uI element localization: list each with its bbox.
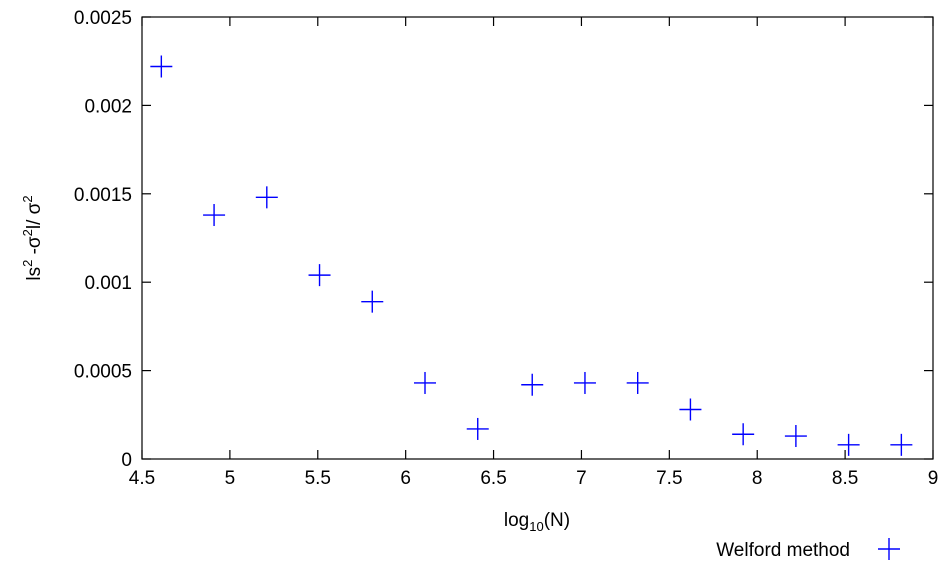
y-axis-ticks: 0 0.0005 0.001 0.0015 0.002 0.0025 xyxy=(74,8,933,471)
data-point-marker xyxy=(521,373,544,396)
x-tick-label: 7 xyxy=(576,468,587,489)
y-tick-label: 0 xyxy=(121,450,132,471)
x-tick-label: 4.5 xyxy=(129,468,155,489)
x-tick-label: 7.5 xyxy=(656,468,682,489)
legend: Welford method xyxy=(716,538,900,561)
data-point-marker xyxy=(466,417,489,440)
x-tick-label: 5.5 xyxy=(305,468,331,489)
y-tick-label: 0.002 xyxy=(84,96,132,117)
data-point-marker xyxy=(626,371,649,394)
plot-frame xyxy=(141,16,934,460)
x-tick-label: 6 xyxy=(400,468,411,489)
data-point-marker xyxy=(784,425,807,448)
x-tick-label: 6.5 xyxy=(480,468,506,489)
data-point-marker xyxy=(837,433,860,456)
data-point-marker xyxy=(361,290,384,313)
data-point-marker xyxy=(308,264,331,287)
data-point-marker xyxy=(573,371,596,394)
data-point-marker xyxy=(679,398,702,421)
x-tick-label: 5 xyxy=(225,468,236,489)
y-tick-label: 0.0005 xyxy=(74,362,132,383)
x-axis-ticks: 4.5 5 5.5 6 6.5 7 7.5 8 8.5 9 xyxy=(129,17,939,489)
x-tick-label: 9 xyxy=(928,468,939,489)
data-point-marker xyxy=(890,433,913,456)
y-tick-label: 0.001 xyxy=(84,273,132,294)
data-point-marker xyxy=(732,423,755,446)
y-tick-label: 0.0025 xyxy=(74,8,132,29)
data-point-marker xyxy=(255,186,278,209)
y-tick-label: 0.0015 xyxy=(74,185,132,206)
data-point-marker xyxy=(203,204,226,227)
data-point-marker xyxy=(150,55,173,78)
x-tick-label: 8 xyxy=(752,468,763,489)
x-axis-title-subscript: 10 xyxy=(529,519,543,534)
data-point-marker xyxy=(414,371,437,394)
legend-marker-welford xyxy=(878,538,900,560)
x-tick-label: 8.5 xyxy=(832,468,858,489)
x-axis-title: log10(N) xyxy=(504,510,570,534)
y-axis-title: ls2 -σ2l/ σ2 xyxy=(20,195,45,280)
series-welford-markers xyxy=(150,55,913,456)
legend-label-welford: Welford method xyxy=(716,540,850,561)
legend-plus-icon xyxy=(878,538,900,560)
